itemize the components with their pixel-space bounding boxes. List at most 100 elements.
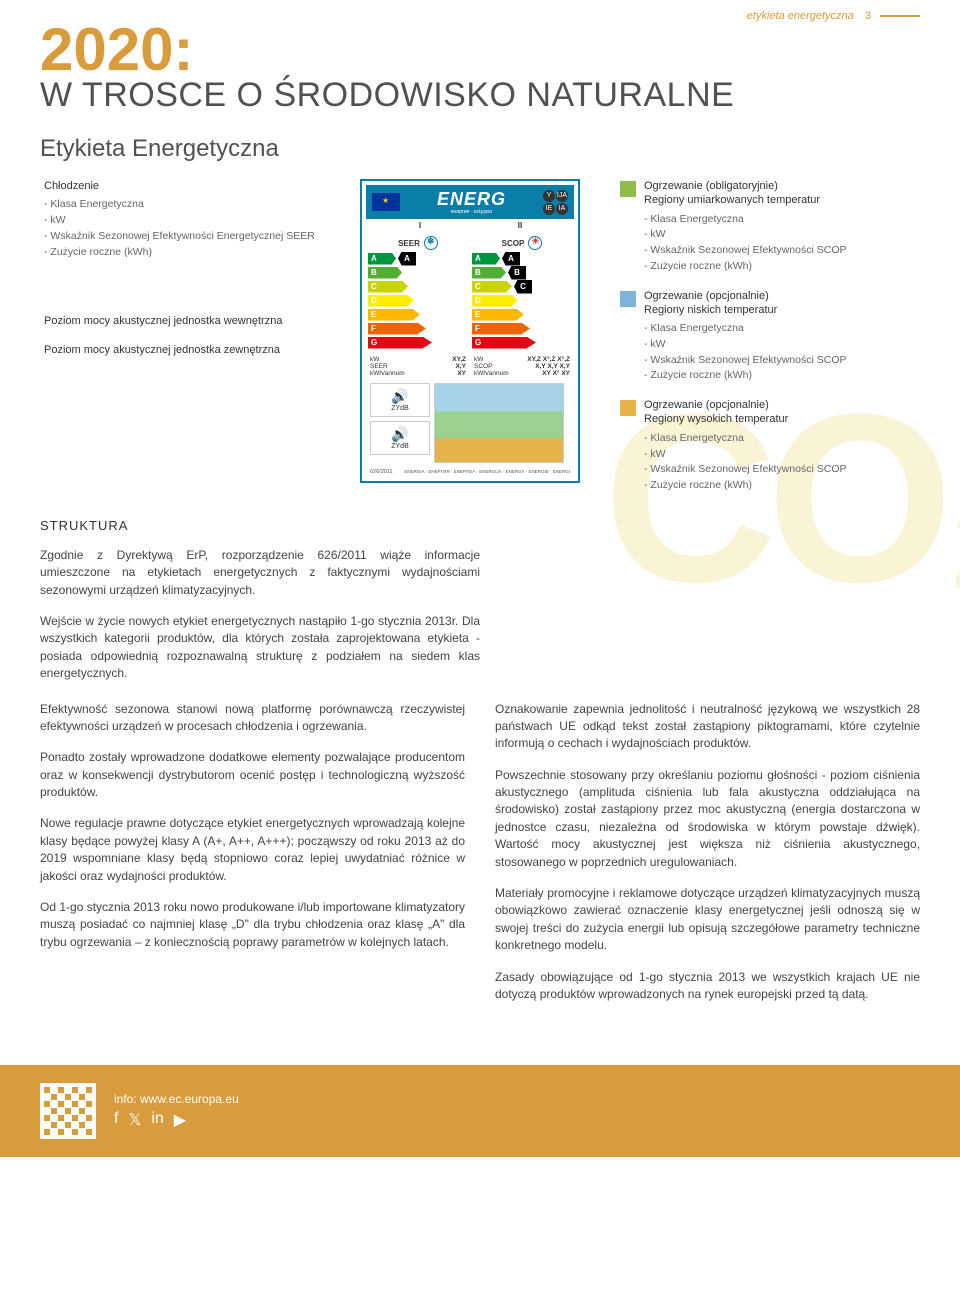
col-label: II [470,221,570,230]
twitter-icon[interactable]: 𝕏 [128,1110,141,1130]
energy-class-arrow: D [368,295,414,307]
callout-cooling: Chłodzenie Klasa Energetyczna kW Wskaźni… [40,179,320,260]
col-label: I [370,221,470,230]
linkedin-icon[interactable]: in [151,1110,163,1130]
sound-outer-box: 🔊 ZYdB [370,421,430,455]
energy-class-row: F [472,322,572,335]
callout-heating-low: Ogrzewanie (opcjonalnie) Regiony niskich… [620,289,900,385]
seer-column: SEER AA BCDEFG [368,236,468,350]
energy-class-row: E [472,308,572,321]
paragraph: Nowe regulacje prawne dotyczące etykiet … [40,815,465,885]
color-swatch-orange [620,400,636,416]
energy-class-marker: A [502,252,520,266]
sound-inner-box: 🔊 ZYdB [370,383,430,417]
list-item: Zużycie roczne (kWh) [644,368,900,384]
callout-sound-outer: Poziom mocy akustycznej jednostka zewnęt… [40,343,320,357]
color-swatch-green [620,181,636,197]
speaker-icon: 🔊 [391,388,408,405]
subtitle: Etykieta Energetyczna [40,135,920,163]
callout-sound-inner: Poziom mocy akustycznej jednostka wewnęt… [40,314,320,328]
energy-class-row: G [472,336,572,349]
callout-title: Ogrzewanie (opcjonalnie) Regiony wysokic… [644,398,900,427]
list-item: kW [44,213,320,229]
badge: IJA [556,190,568,202]
energy-class-arrow: F [472,323,530,335]
main-title: W TROSCE O ŚRODOWISKO NATURALNE [40,76,920,115]
paragraph: Od 1-go stycznia 2013 roku nowo produkow… [40,899,465,951]
paragraph: Wejście w życie nowych etykiet energetyc… [40,613,480,683]
list-item: kW [644,337,900,353]
energy-class-arrow: B [368,267,402,279]
energy-class-arrow: E [368,309,420,321]
scop-column: SCOP AABBCCDEFG [472,236,572,350]
energy-class-arrow: E [472,309,524,321]
energy-class-row: AA [368,252,468,265]
energy-class-row: CC [472,280,572,293]
paragraph: Ponadto zostały wprowadzone dodatkowe el… [40,749,465,801]
badge: IA [556,203,568,215]
regulation-number: 626/2011 [370,469,393,475]
paragraph: Zgodnie z Dyrektywą ErP, rozporządzenie … [40,547,480,599]
energ-sub: енергия · ενέργεια [437,210,506,215]
badge: IE [543,203,555,215]
scop-label: SCOP [502,239,525,248]
sound-map-section: 🔊 ZYdB 🔊 ZYdB [366,379,574,467]
callout-title: Poziom mocy akustycznej jednostka wewnęt… [44,314,320,328]
paragraph: Oznakowanie zapewnia jednolitość i neutr… [495,701,920,753]
footer-info-text: info: www.ec.europa.eu [114,1092,239,1106]
energy-label-header: ENERG енергия · ενέργεια Y IJA IE IA [366,185,574,219]
left-text-column: Efektywność sezonowa stanowi nową platfo… [40,701,465,1018]
list-item: kW [644,227,900,243]
list-item: Wskaźnik Sezonowej Efektywności Energety… [44,229,320,245]
page-footer: info: www.ec.europa.eu f 𝕏 in ▶ [0,1065,960,1157]
callout-list: Klasa Energetyczna kW Wskaźnik Sezonowej… [644,431,900,494]
callout-title: Ogrzewanie (opcjonalnie) Regiony niskich… [644,289,900,318]
list-item: Wskaźnik Sezonowej Efektywności SCOP [644,462,900,478]
energy-class-arrow: B [472,267,506,279]
energy-class-marker: B [508,266,526,280]
list-item: Zużycie roczne (kWh) [644,478,900,494]
language-badges: Y IJA IE IA [543,190,568,215]
energy-class-row: G [368,336,468,349]
energy-class-row: D [472,294,572,307]
paragraph: Efektywność sezonowa stanowi nową platfo… [40,701,465,736]
list-item: Klasa Energetyczna [44,197,320,213]
callout-list: Klasa Energetyczna kW Wskaźnik Sezonowej… [644,321,900,384]
energy-multilang: ENERGIA · ЕНЕРГИЯ · ΕΝΕΡΓΕΙΑ · ENERGIJA … [404,469,570,475]
energy-class-arrow: C [472,281,512,293]
social-icons: f 𝕏 in ▶ [114,1110,239,1130]
energy-class-arrow: C [368,281,408,293]
energ-logo: ENERG [437,189,506,210]
mid-value-row: SEERX,Y [370,363,466,370]
list-item: Zużycie roczne (kWh) [44,245,320,261]
energy-class-marker: A [398,252,416,266]
energy-class-arrow: D [472,295,518,307]
energy-scale-body: SEER AABCDEFG SCOP AABBCCDEFG [366,232,574,354]
sun-icon [528,236,542,250]
energy-class-arrow: G [368,337,432,349]
header-bar [880,15,920,17]
energy-class-marker: C [514,280,532,294]
callout-list: Klasa Energetyczna kW Wskaźnik Sezonowej… [44,197,320,260]
callout-title: Ogrzewanie (obligatoryjnie) Regiony umia… [644,179,900,208]
list-item: Zużycie roczne (kWh) [644,259,900,275]
paragraph: Materiały promocyjne i reklamowe dotyczą… [495,885,920,955]
label-mid-values: kWXY,ZSEERX,YkWh/annumXY kWXY,Z X°,Z X°,… [366,354,574,379]
callout-title: Chłodzenie [44,179,320,193]
label-footer: 626/2011 ENERGIA · ЕНЕРГИЯ · ΕΝΕΡΓΕΙΑ · … [366,467,574,477]
list-item: kW [644,447,900,463]
seer-label: SEER [398,239,420,248]
youtube-icon[interactable]: ▶ [174,1110,186,1130]
facebook-icon[interactable]: f [114,1110,118,1130]
right-callouts: Ogrzewanie (obligatoryjnie) Regiony umia… [620,179,900,508]
year-headline: 2020: [40,20,920,80]
badge: Y [543,190,555,202]
paragraph: Zasady obowiązujące od 1-go stycznia 201… [495,969,920,1004]
mid-value-row: kWXY,Z [370,356,466,363]
energy-label-container: ENERG енергия · ενέργεια Y IJA IE IA [330,179,610,483]
label-annotation-row: Chłodzenie Klasa Energetyczna kW Wskaźni… [40,179,920,508]
sound-value: ZYdB [391,443,409,450]
paragraph: Powszechnie stosowany przy określaniu po… [495,767,920,871]
energy-class-row: F [368,322,468,335]
energy-class-row: B [368,266,468,279]
